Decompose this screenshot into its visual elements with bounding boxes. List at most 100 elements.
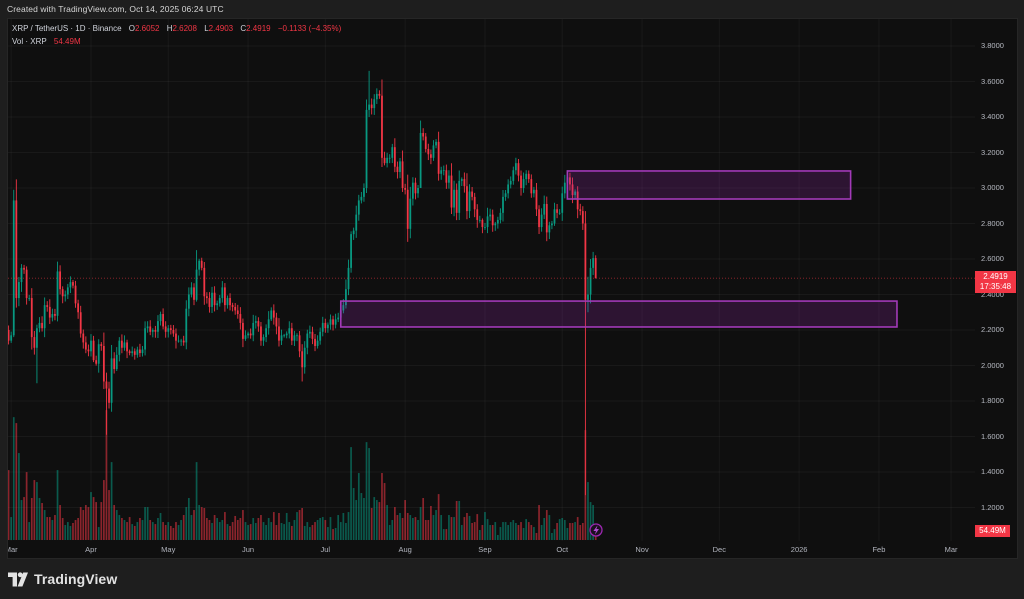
candle-body xyxy=(453,189,455,208)
resistance-zone[interactable] xyxy=(566,170,852,200)
candle-body xyxy=(149,326,152,332)
volume-bar xyxy=(180,520,182,540)
volume-bar xyxy=(87,507,90,540)
volume-bar xyxy=(131,524,134,540)
volume-bar xyxy=(141,520,144,540)
price-axis[interactable]: 3.8000 3.6000 3.4000 3.2000 3.0000 2.800… xyxy=(975,19,1017,541)
volume-bar xyxy=(424,520,427,540)
candle-body xyxy=(97,344,100,364)
volume-bar xyxy=(458,500,461,540)
candle-body xyxy=(293,335,296,341)
volume-bar xyxy=(350,447,352,540)
candle-body xyxy=(195,269,198,300)
candle-body xyxy=(563,182,566,194)
legend-volume-label[interactable]: Vol · XRP xyxy=(12,37,47,46)
tradingview-logo[interactable]: TradingView xyxy=(8,571,117,587)
candle-body xyxy=(74,285,77,304)
volume-bar xyxy=(357,473,360,540)
volume-bar xyxy=(370,508,373,540)
candle-body xyxy=(290,328,293,341)
support-zone[interactable] xyxy=(339,300,898,328)
candle-body xyxy=(360,196,363,201)
volume-bar xyxy=(430,505,432,540)
candle-body xyxy=(267,319,270,329)
volume-bar xyxy=(162,522,164,540)
candle-body xyxy=(123,342,126,348)
plot-area[interactable] xyxy=(8,70,975,540)
candle-body xyxy=(298,335,301,352)
candle-body xyxy=(231,305,234,307)
legend-symbol[interactable]: XRP / TetherUS · 1D · Binance xyxy=(12,24,122,33)
legend-close-value: 2.4919 xyxy=(246,24,271,33)
legend-open-value: 2.6052 xyxy=(135,24,160,33)
volume-bar xyxy=(592,505,594,540)
candle-body xyxy=(491,214,494,226)
volume-bar xyxy=(43,510,46,540)
volume-bar xyxy=(383,483,386,540)
price-tick-label: 2.6000 xyxy=(981,254,1004,263)
candle-body xyxy=(203,267,206,297)
price-tick-label: 1.6000 xyxy=(981,431,1004,441)
candle-body xyxy=(476,209,479,220)
candle-body xyxy=(520,175,522,188)
candle-body xyxy=(285,333,288,336)
candle-body xyxy=(301,351,304,368)
candle-body xyxy=(592,258,595,268)
volume-bar xyxy=(95,502,97,540)
candle-body xyxy=(296,335,298,337)
candle-body xyxy=(205,296,208,299)
candle-body xyxy=(41,322,43,329)
bar-close-countdown: 17:35:48 xyxy=(979,282,1012,291)
volume-bar xyxy=(30,498,33,540)
volume-bar xyxy=(182,515,185,540)
price-tick-label: 3.6000 xyxy=(981,76,1004,86)
candle-body xyxy=(576,191,579,210)
candle-body xyxy=(525,173,528,180)
chart-panel[interactable] xyxy=(7,18,1018,559)
chart-canvas[interactable] xyxy=(8,19,1017,558)
candle-body xyxy=(551,223,553,226)
candle-body xyxy=(538,209,540,228)
volume-bar xyxy=(499,527,502,540)
volume-bar xyxy=(478,530,481,540)
time-tick-label: Feb xyxy=(872,545,886,554)
drawings[interactable] xyxy=(339,170,898,328)
volume-bar xyxy=(244,522,247,540)
volume-bar xyxy=(414,517,417,540)
candle-body xyxy=(28,298,31,299)
price-tick-label: 2.2000 xyxy=(981,325,1004,334)
candle-body xyxy=(126,342,128,352)
volume-bar xyxy=(306,522,309,540)
candle-body xyxy=(133,351,136,355)
candle-body xyxy=(324,322,327,329)
candle-body xyxy=(494,223,497,226)
candle-body xyxy=(517,163,520,176)
time-tick-label: Apr xyxy=(85,545,97,554)
volume-bar xyxy=(252,517,255,540)
volume-bar xyxy=(41,503,43,540)
time-tick-label: Mar xyxy=(944,545,958,554)
volume-bar xyxy=(157,517,159,540)
candle-body xyxy=(118,340,121,355)
volume-bar xyxy=(38,498,41,540)
candle-body xyxy=(30,298,33,338)
candle-body xyxy=(193,287,195,300)
volume-bar xyxy=(574,522,576,540)
volume-bar xyxy=(283,524,285,540)
candle-body xyxy=(110,358,113,403)
candle-body xyxy=(321,322,324,332)
volume-bar xyxy=(100,502,103,540)
price-tick-label: 1.2000 xyxy=(981,502,1004,512)
time-tick-label: Jul xyxy=(320,545,331,554)
candle-body xyxy=(306,333,309,348)
volume-bar xyxy=(229,525,231,540)
candle-body xyxy=(8,330,10,341)
candle-body xyxy=(558,212,561,214)
time-tick-label: Sep xyxy=(478,545,492,554)
volume-bar xyxy=(394,507,396,540)
candle-body xyxy=(337,317,340,320)
lightning-icon[interactable] xyxy=(589,523,603,537)
time-axis[interactable]: Mar Apr May Jun Jul Aug Sep Oct Nov Dec … xyxy=(8,541,975,557)
candle-body xyxy=(347,267,350,290)
candle-body xyxy=(316,340,319,346)
